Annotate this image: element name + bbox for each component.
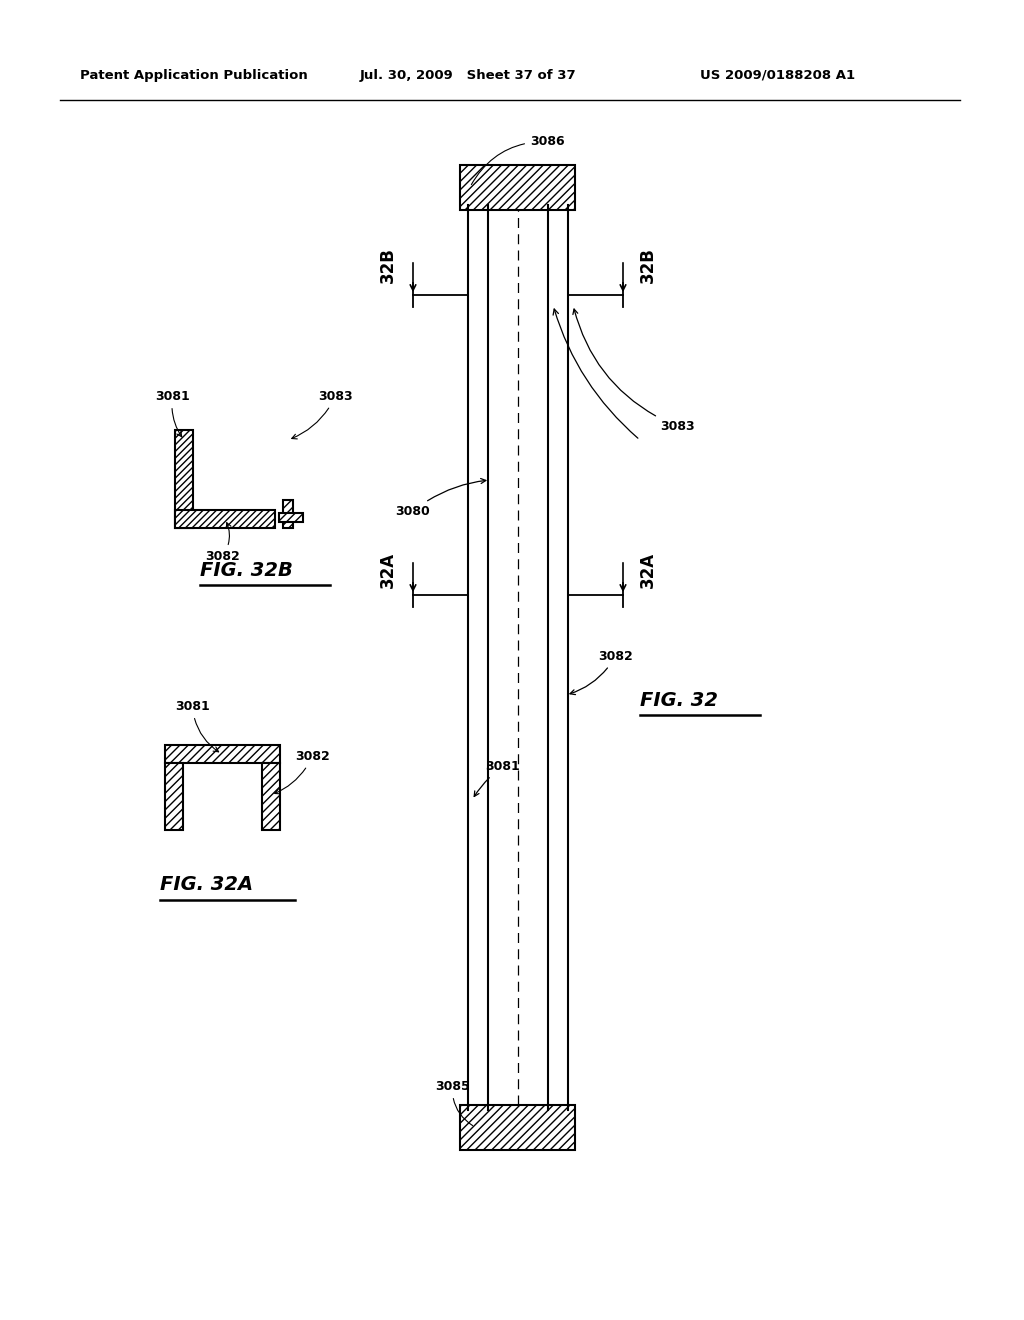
Text: 3081: 3081 [175, 700, 218, 752]
Text: 3082: 3082 [274, 750, 330, 793]
Bar [262, 763, 280, 830]
Bar [283, 500, 293, 528]
Text: FIG. 32: FIG. 32 [640, 690, 718, 710]
Text: 32B: 32B [379, 247, 397, 282]
Bar [165, 763, 183, 830]
Text: US 2009/0188208 A1: US 2009/0188208 A1 [700, 69, 855, 82]
Text: 3085: 3085 [435, 1080, 473, 1126]
Text: 32B: 32B [639, 247, 657, 282]
Text: 3082: 3082 [570, 649, 633, 694]
Text: 3083: 3083 [292, 389, 352, 440]
Bar [460, 165, 575, 210]
Text: 3081: 3081 [474, 760, 520, 796]
Text: 3081: 3081 [155, 389, 189, 437]
Text: 3082: 3082 [205, 523, 240, 564]
Text: 3086: 3086 [471, 135, 564, 185]
Text: 32A: 32A [639, 552, 657, 589]
Text: Jul. 30, 2009   Sheet 37 of 37: Jul. 30, 2009 Sheet 37 of 37 [360, 69, 577, 82]
Bar [175, 430, 193, 528]
Text: FIG. 32A: FIG. 32A [160, 875, 253, 895]
Text: 3083: 3083 [572, 309, 694, 433]
Text: 32A: 32A [379, 552, 397, 589]
Text: FIG. 32B: FIG. 32B [200, 561, 293, 579]
Bar [279, 513, 303, 521]
Text: 3080: 3080 [395, 479, 485, 517]
Bar [175, 510, 275, 528]
Bar [165, 744, 280, 763]
Text: Patent Application Publication: Patent Application Publication [80, 69, 308, 82]
Bar [460, 1105, 575, 1150]
